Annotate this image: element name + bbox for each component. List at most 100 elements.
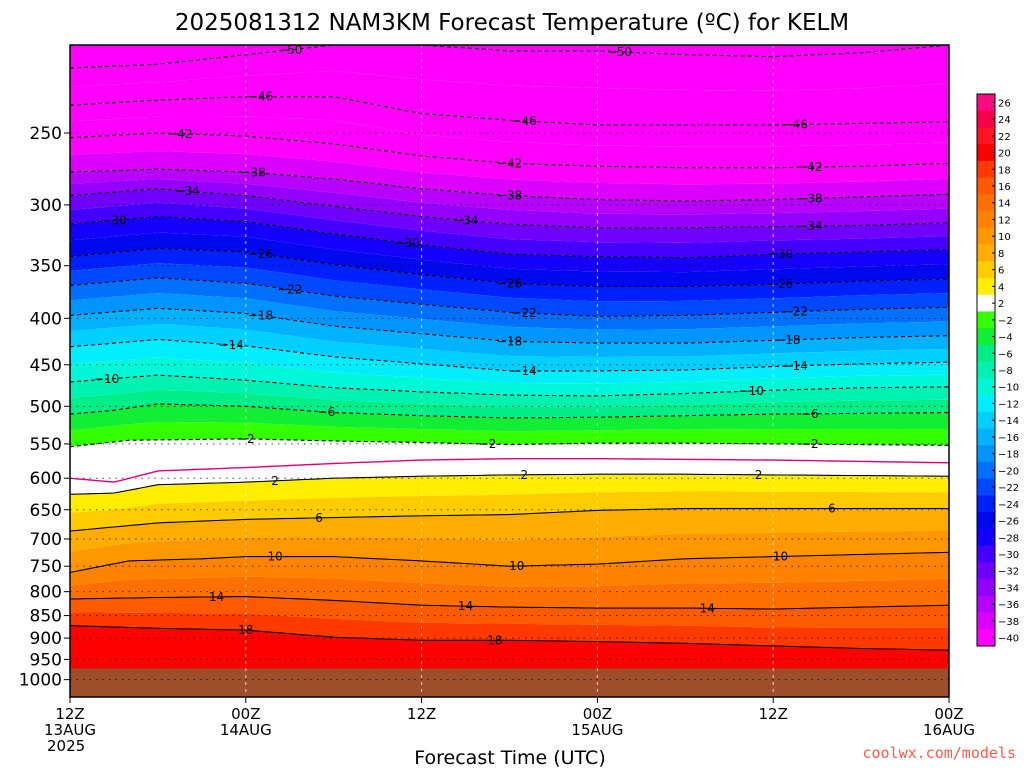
colorbar-label: −6 bbox=[998, 349, 1013, 360]
colorbar-cell bbox=[977, 562, 995, 580]
isotherm-line bbox=[70, 96, 949, 126]
temperature-band bbox=[70, 277, 949, 330]
colorbar-label: 8 bbox=[998, 249, 1004, 260]
isotherm-line bbox=[70, 403, 949, 419]
colorbar-cell bbox=[977, 462, 995, 480]
temperature-band bbox=[70, 508, 949, 552]
colorbar-cell bbox=[977, 278, 995, 296]
temperature-band bbox=[70, 389, 949, 418]
colorbar-label: −12 bbox=[998, 399, 1019, 410]
colorbar-label: 4 bbox=[998, 282, 1004, 293]
x-tick-label: 12Z bbox=[759, 705, 788, 723]
colorbar-cell bbox=[977, 144, 995, 162]
contour-label: −26 bbox=[768, 277, 793, 291]
contour-label: −14 bbox=[218, 338, 243, 352]
chart-title: 2025081312 NAM3KM Forecast Temperature (… bbox=[175, 10, 849, 36]
colorbar-cell bbox=[977, 361, 995, 379]
colorbar-label: −30 bbox=[998, 550, 1019, 561]
contour-label: 2 bbox=[271, 474, 279, 488]
colorbar-cell bbox=[977, 311, 995, 329]
colorbar-label: −38 bbox=[998, 617, 1019, 628]
y-tick-label: 950 bbox=[30, 650, 62, 670]
colorbar-cell bbox=[977, 445, 995, 463]
colorbar-label: 10 bbox=[998, 232, 1011, 243]
contour-label: −18 bbox=[775, 333, 800, 347]
freezing-line bbox=[70, 458, 949, 483]
colorbar-label: 12 bbox=[998, 215, 1011, 226]
colorbar: 26 24 22 20 18 16 14 12 10 8 6 4 2 −2 −4 −6 −8 −10 −12 −14 −… bbox=[976, 93, 1019, 647]
colorbar-label: −40 bbox=[998, 634, 1019, 645]
contour-label: −34 bbox=[453, 213, 478, 227]
contour-label: −22 bbox=[277, 283, 302, 297]
contour-label: 2 bbox=[520, 468, 528, 482]
colorbar-cell bbox=[977, 395, 995, 413]
colorbar-label: −26 bbox=[998, 517, 1019, 528]
colorbar-label: −32 bbox=[998, 567, 1019, 578]
x-tick-label: 16AUG bbox=[923, 721, 975, 739]
contour-label: −6 bbox=[801, 407, 819, 421]
isotherm-contours: −50 −50−46−46 −46−42−42 −42−38−38 −38−34−34−… bbox=[70, 45, 949, 651]
temperature-band bbox=[70, 357, 949, 396]
colorbar-label: −18 bbox=[998, 450, 1019, 461]
colorbar-label: −4 bbox=[998, 333, 1013, 344]
x-tick-label: 2025 bbox=[47, 737, 85, 755]
contour-label: −18 bbox=[497, 334, 522, 348]
isotherm-line bbox=[70, 338, 949, 372]
temperature-field bbox=[70, 45, 949, 697]
contour-label: −50 bbox=[607, 45, 632, 59]
colorbar-cell bbox=[977, 428, 995, 446]
colorbar-label: −28 bbox=[998, 533, 1019, 544]
colorbar-label: 14 bbox=[998, 199, 1011, 210]
colorbar-cell bbox=[977, 227, 995, 246]
colorbar-label: −8 bbox=[998, 366, 1013, 377]
colorbar-label: 20 bbox=[998, 149, 1011, 160]
isotherm-line bbox=[70, 215, 949, 259]
temperature-band bbox=[70, 458, 949, 495]
contour-label: −10 bbox=[94, 372, 119, 386]
x-tick-label: 12Z bbox=[55, 705, 84, 723]
contour-label: −46 bbox=[248, 90, 273, 104]
contour-label: −38 bbox=[497, 189, 522, 203]
colorbar-label: −16 bbox=[998, 433, 1019, 444]
contour-label: −26 bbox=[248, 247, 273, 261]
colorbar-label: −2 bbox=[998, 316, 1013, 327]
colorbar-cell bbox=[977, 127, 995, 145]
y-tick-label: 300 bbox=[30, 196, 62, 216]
temperature-band bbox=[70, 45, 949, 68]
isotherm-line bbox=[70, 247, 949, 288]
x-tick-label: 14AUG bbox=[220, 721, 272, 739]
credit-text: coolwx.com/models bbox=[862, 744, 1016, 762]
colorbar-cell bbox=[977, 344, 995, 363]
colorbar-cell bbox=[977, 411, 995, 430]
colorbar-label: 22 bbox=[998, 132, 1011, 143]
colorbar-cell bbox=[977, 244, 995, 262]
temperature-band bbox=[70, 179, 949, 228]
contour-label: 14 bbox=[458, 599, 473, 613]
x-axis-label: Forecast Time (UTC) bbox=[414, 747, 605, 768]
colorbar-cell bbox=[977, 528, 995, 547]
y-tick-label: 1000 bbox=[19, 671, 62, 691]
contour-label: −30 bbox=[394, 236, 419, 250]
y-tick-label: 600 bbox=[30, 469, 62, 489]
colorbar-cell bbox=[977, 110, 995, 128]
contour-label: −42 bbox=[497, 156, 522, 170]
colorbar-label: −14 bbox=[998, 416, 1019, 427]
surface-ground bbox=[70, 668, 949, 697]
temperature-band bbox=[70, 133, 949, 185]
colorbar-label: −10 bbox=[998, 383, 1019, 394]
x-tick-label: 15AUG bbox=[571, 721, 623, 739]
temperature-band bbox=[70, 596, 949, 628]
contour-label: 2 bbox=[755, 468, 763, 482]
temperature-band bbox=[70, 491, 949, 531]
temperature-band bbox=[70, 248, 949, 302]
colorbar-label: 2 bbox=[998, 299, 1004, 310]
temperature-band bbox=[70, 96, 949, 147]
contour-label: −38 bbox=[797, 191, 822, 205]
y-tick-label: 750 bbox=[30, 557, 62, 577]
temperature-band bbox=[70, 70, 949, 125]
contour-label: −2 bbox=[479, 437, 497, 451]
isotherm-line bbox=[70, 188, 949, 229]
colorbar-label: −34 bbox=[998, 583, 1019, 594]
y-tick-label: 700 bbox=[30, 530, 62, 550]
temperature-band bbox=[70, 576, 949, 609]
